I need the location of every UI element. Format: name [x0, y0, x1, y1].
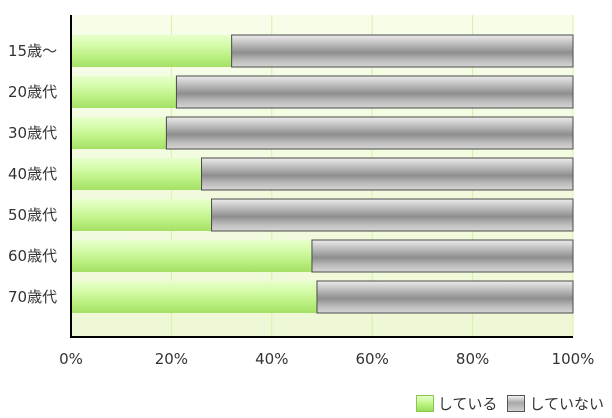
category-label: 40歳代: [8, 165, 57, 183]
bar-yes: [71, 158, 202, 190]
legend-label-yes: している: [437, 395, 498, 413]
bar-no: [316, 280, 574, 314]
legend-swatch-no: [507, 395, 526, 412]
category-label: 15歳～: [8, 42, 57, 60]
bar-no: [211, 198, 574, 232]
bar-yes: [71, 76, 177, 108]
bar-no: [311, 239, 574, 273]
legend-label-no: していない: [529, 395, 604, 413]
x-tick-label: 60%: [356, 350, 389, 368]
x-tick-label: 40%: [255, 350, 288, 368]
x-tick-label: 0%: [59, 350, 83, 368]
x-tick-label: 20%: [155, 350, 188, 368]
bar-yes: [71, 240, 312, 272]
category-label: 20歳代: [8, 83, 57, 101]
legend-swatch-yes: [415, 395, 434, 412]
category-label: 30歳代: [8, 124, 57, 142]
bar-no: [201, 157, 574, 191]
bar-no: [175, 75, 574, 109]
legend-item-no: していない: [507, 393, 604, 414]
bars: [71, 34, 574, 314]
category-label: 70歳代: [8, 288, 57, 306]
bar-yes: [71, 199, 212, 231]
bar-yes: [71, 117, 167, 149]
x-tick-label: 100%: [552, 350, 595, 368]
bar-no: [231, 34, 574, 68]
bar-no: [165, 116, 574, 150]
bar-yes: [71, 35, 232, 67]
category-labels: 15歳～ 20歳代 30歳代 40歳代 50歳代 60歳代 70歳代: [8, 42, 57, 306]
legend: している していない: [406, 393, 604, 414]
category-label: 60歳代: [8, 247, 57, 265]
bar-yes: [71, 281, 317, 313]
legend-item-yes: している: [415, 393, 498, 414]
category-label: 50歳代: [8, 206, 57, 224]
x-tick-label: 80%: [456, 350, 489, 368]
x-tick-labels: 0% 20% 40% 60% 80% 100%: [59, 350, 594, 368]
